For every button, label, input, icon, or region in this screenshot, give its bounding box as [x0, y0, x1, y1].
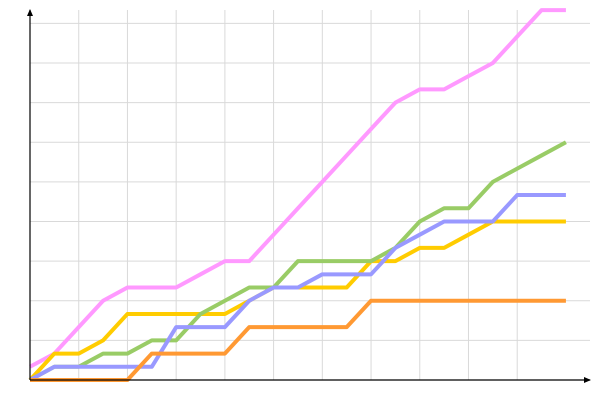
series-line-3: [29, 140, 567, 382]
axes: [27, 9, 591, 383]
x-axis-arrow-icon: [584, 377, 591, 383]
y-axis-arrow-icon: [27, 9, 33, 16]
series-line-4: [29, 193, 566, 382]
series-lines: [28, 8, 567, 382]
series-line-1: [29, 8, 566, 369]
